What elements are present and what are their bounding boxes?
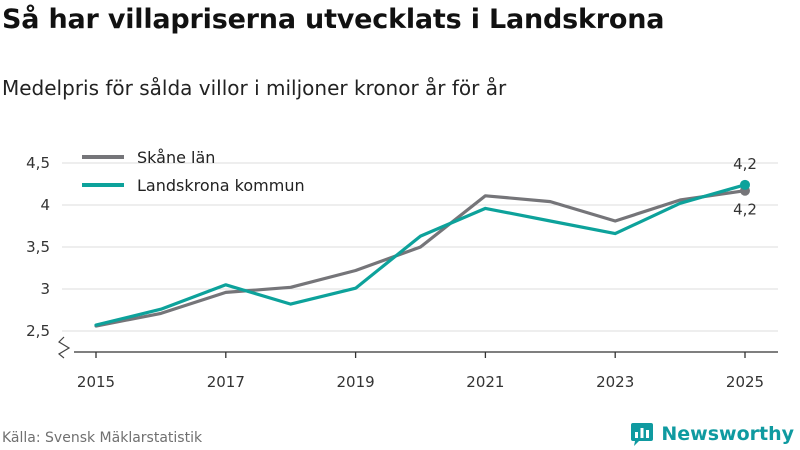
x-tick-label: 2023 bbox=[596, 373, 634, 391]
x-tick-label: 2025 bbox=[726, 373, 764, 391]
brand-logo: Newsworthy bbox=[629, 421, 794, 447]
series-line-landskrona-kommun bbox=[94, 183, 747, 327]
y-tick-label: 4,5 bbox=[26, 154, 50, 172]
legend: Skåne län Landskrona kommun bbox=[82, 148, 305, 195]
y-axis-ticks: 2,5 3 3,5 4 4,5 bbox=[26, 154, 50, 340]
series-line-skane-lan bbox=[94, 189, 747, 328]
x-axis-ticks: 2015 2017 2019 2021 2023 2025 bbox=[77, 352, 764, 391]
x-tick-label: 2015 bbox=[77, 373, 115, 391]
x-axis bbox=[57, 336, 778, 359]
end-value-label: 4,2 bbox=[733, 201, 757, 219]
chart-subtitle: Medelpris för sålda villor i miljoner kr… bbox=[2, 76, 507, 100]
x-tick-label: 2019 bbox=[337, 373, 375, 391]
newsworthy-logo-icon bbox=[631, 423, 654, 446]
x-tick-label: 2017 bbox=[207, 373, 245, 391]
y-tick-label: 3 bbox=[40, 280, 50, 298]
y-tick-label: 3,5 bbox=[26, 238, 50, 256]
end-labels: 4,2 4,2 bbox=[733, 155, 757, 219]
brand-name: Newsworthy bbox=[661, 423, 794, 445]
chart-title: Så har villapriserna utvecklats i Landsk… bbox=[2, 4, 665, 35]
legend-label: Landskrona kommun bbox=[137, 176, 305, 195]
x-tick-label: 2021 bbox=[466, 373, 504, 391]
legend-label: Skåne län bbox=[137, 148, 215, 167]
axis-break-icon bbox=[57, 336, 71, 359]
y-tick-label: 2,5 bbox=[26, 322, 50, 340]
series-lines bbox=[94, 179, 750, 328]
series-end-point-landskrona-kommun bbox=[740, 179, 750, 190]
source-note: Källa: Svensk Mäklarstatistik bbox=[2, 430, 203, 446]
end-value-label: 4,2 bbox=[733, 155, 757, 173]
y-tick-label: 4 bbox=[40, 196, 50, 214]
